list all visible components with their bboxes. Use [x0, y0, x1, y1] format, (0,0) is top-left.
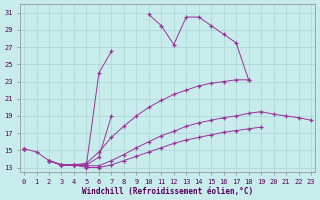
X-axis label: Windchill (Refroidissement éolien,°C): Windchill (Refroidissement éolien,°C)	[82, 187, 253, 196]
